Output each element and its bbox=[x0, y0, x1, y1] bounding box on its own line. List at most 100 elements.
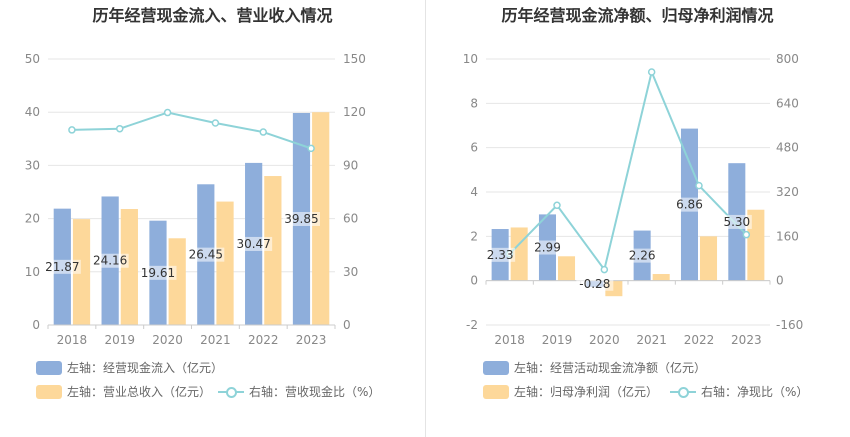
x-tick-label: 2018 bbox=[494, 333, 525, 347]
bar bbox=[558, 256, 576, 281]
data-label-bg bbox=[235, 236, 273, 251]
y-tick-right: 160 bbox=[776, 229, 799, 243]
line-series bbox=[71, 111, 312, 150]
data-label-bg bbox=[576, 276, 614, 291]
legend-label: 左轴：经营现金流入（亿元） bbox=[67, 361, 224, 375]
y-tick-left: 10 bbox=[463, 52, 478, 66]
chart-right-svg: -2 0 2 4 6 8 10 -160 0 160 320 480 640 800 2.33 2.99 -0.… bbox=[463, 52, 804, 347]
line-series bbox=[508, 68, 748, 272]
y-tick-right: 640 bbox=[776, 96, 799, 110]
y-tick-right: 320 bbox=[776, 185, 799, 199]
line-point bbox=[163, 108, 172, 117]
data-label: 19.61 bbox=[141, 266, 175, 280]
x-tick-label: 2020 bbox=[152, 333, 183, 347]
x-tick-label: 2022 bbox=[248, 333, 279, 347]
line-point bbox=[742, 230, 751, 239]
x-tick-label: 2023 bbox=[296, 333, 327, 347]
y-tick-left: 2 bbox=[470, 229, 478, 243]
panel-divider bbox=[425, 0, 426, 437]
y-tick-left: 30 bbox=[25, 158, 40, 172]
bar bbox=[216, 201, 234, 325]
line-point bbox=[600, 265, 609, 274]
x-tick-label: 2018 bbox=[57, 333, 88, 347]
legend-swatch bbox=[218, 385, 244, 399]
data-label-bg bbox=[674, 197, 705, 212]
legend-item[interactable]: 左轴：经营现金流入（亿元） bbox=[36, 359, 223, 376]
bar bbox=[700, 236, 718, 281]
legend-item[interactable]: 左轴：归母净利润（亿元） bbox=[483, 383, 658, 400]
x-tick-label: 2021 bbox=[200, 333, 231, 347]
legend-swatch bbox=[670, 385, 696, 399]
chart-panel-left: 历年经营现金流入、营业收入情况 0 10 20 30 40 50 0 30 60 90 120 150… bbox=[25, 6, 381, 400]
data-label: 30.47 bbox=[236, 237, 270, 251]
line-point bbox=[211, 119, 220, 127]
line-point bbox=[116, 124, 124, 133]
y-tick-right: 60 bbox=[343, 212, 358, 226]
legend-swatch bbox=[36, 384, 62, 399]
legend-swatch bbox=[36, 360, 62, 375]
data-label-bg bbox=[485, 247, 516, 262]
data-label-bg bbox=[627, 248, 658, 263]
y-tick-left: 4 bbox=[470, 185, 478, 199]
y-tick-left: 40 bbox=[25, 105, 40, 119]
line-point bbox=[259, 128, 267, 136]
legend-item[interactable]: 左轴：营业总收入（亿元） bbox=[36, 383, 211, 400]
data-label: 39.85 bbox=[284, 212, 318, 226]
legend-item[interactable]: 左轴：经营活动现金流净额（亿元） bbox=[483, 359, 706, 376]
legend-label: 右轴：净现比（%） bbox=[701, 385, 809, 399]
y-tick-left: 8 bbox=[470, 96, 478, 110]
data-label: 2.33 bbox=[487, 248, 514, 262]
y-tick-right: 90 bbox=[343, 158, 358, 172]
y-tick-left: 0 bbox=[470, 274, 478, 288]
line-point bbox=[68, 126, 76, 134]
x-tick-label: 2022 bbox=[684, 333, 715, 347]
data-label-bg bbox=[43, 259, 81, 274]
chart-panel-right: 历年经营现金流净额、归母净利润情况 -2 0 2 4 6 8 10 -160 0 160 320 48… bbox=[425, 0, 850, 437]
data-label: 2.26 bbox=[629, 249, 656, 263]
data-label: 21.87 bbox=[45, 260, 79, 274]
x-tick-label: 2021 bbox=[636, 333, 667, 347]
data-label: 26.45 bbox=[189, 248, 223, 262]
y-tick-right: 30 bbox=[343, 265, 358, 279]
chart-left-svg: 0 10 20 30 40 50 0 30 60 90 120 150 21.87 24.16 19.61 2… bbox=[25, 52, 366, 347]
chart-title: 历年经营现金流净额、归母净利润情况 bbox=[501, 6, 774, 25]
chart-title: 历年经营现金流入、营业收入情况 bbox=[92, 6, 333, 25]
y-tick-left: 20 bbox=[25, 212, 40, 226]
legend-swatch bbox=[483, 360, 509, 375]
x-tick-label: 2019 bbox=[542, 333, 573, 347]
legend-label: 右轴：营收现金比（%） bbox=[249, 385, 381, 399]
line-point bbox=[695, 181, 703, 190]
data-label-bg bbox=[139, 265, 177, 280]
y-tick-left: -2 bbox=[466, 318, 478, 332]
bar bbox=[120, 209, 138, 325]
y-tick-left: 50 bbox=[25, 52, 40, 66]
legend-label: 左轴：归母净利润（亿元） bbox=[514, 385, 659, 399]
data-label-bg bbox=[91, 253, 129, 268]
legend-item[interactable]: 右轴：净现比（%） bbox=[670, 383, 808, 400]
line-point bbox=[647, 68, 656, 76]
data-label: 5.30 bbox=[723, 215, 750, 229]
legend-item[interactable]: 右轴：营收现金比（%） bbox=[218, 383, 380, 400]
legend-label: 左轴：经营活动现金流净额（亿元） bbox=[514, 361, 707, 375]
y-tick-right: 150 bbox=[343, 52, 366, 66]
y-tick-right: 800 bbox=[776, 52, 799, 66]
legend-swatch bbox=[483, 384, 509, 399]
y-tick-right: 480 bbox=[776, 141, 799, 155]
x-tick-label: 2020 bbox=[589, 333, 620, 347]
line-point bbox=[307, 144, 315, 153]
y-tick-right: 0 bbox=[343, 318, 351, 332]
data-label-bg bbox=[721, 214, 752, 229]
data-label-bg bbox=[532, 240, 563, 255]
data-label: 24.16 bbox=[93, 254, 127, 268]
bar bbox=[312, 112, 330, 325]
x-tick-label: 2023 bbox=[731, 333, 762, 347]
bar bbox=[652, 274, 670, 281]
y-tick-left: 0 bbox=[32, 318, 40, 332]
y-tick-right: -160 bbox=[776, 318, 803, 332]
y-tick-right: 120 bbox=[343, 105, 366, 119]
y-tick-left: 6 bbox=[470, 141, 478, 155]
bar bbox=[168, 238, 186, 325]
data-label: -0.28 bbox=[579, 277, 610, 291]
y-tick-left: 10 bbox=[25, 265, 40, 279]
data-label-bg bbox=[187, 247, 225, 262]
